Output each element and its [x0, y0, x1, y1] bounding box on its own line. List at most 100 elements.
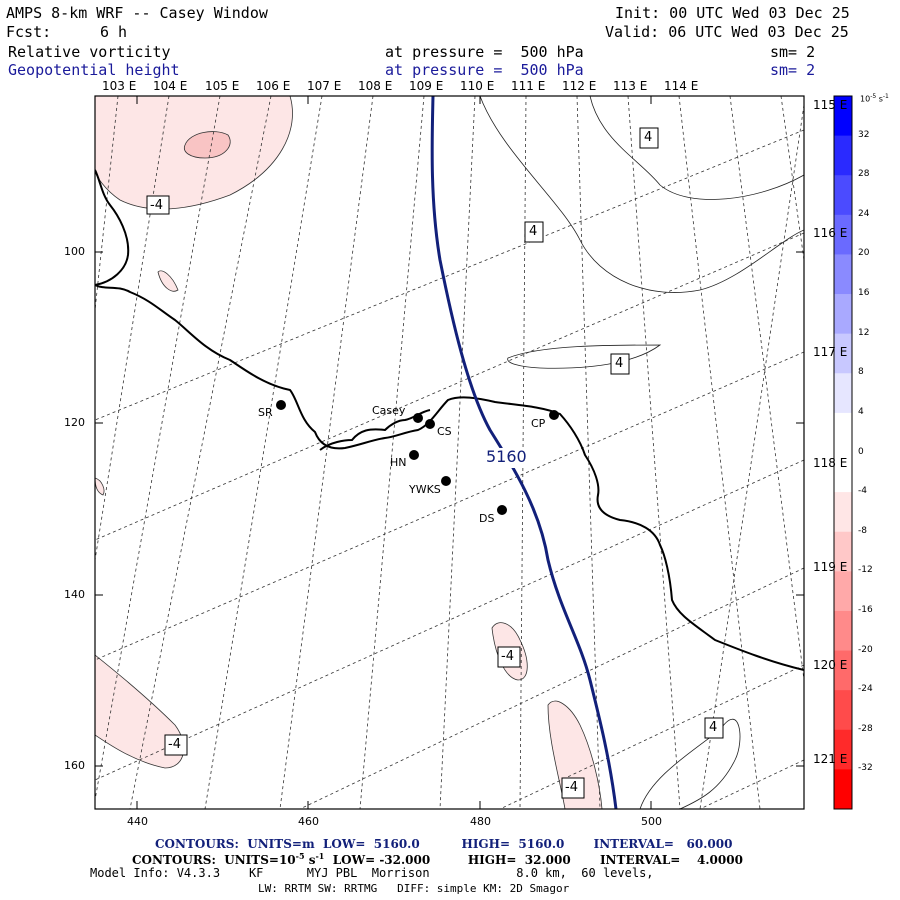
colorbar-swatch [834, 96, 852, 137]
top-longitude-label: 112 E [562, 79, 597, 93]
station-label-ds: DS [479, 512, 495, 525]
contour-label: -4 [168, 737, 181, 752]
x-tick-label: 460 [298, 815, 319, 828]
colorbar-swatch [834, 214, 852, 255]
field1-pressure: at pressure = 500 hPa [385, 43, 584, 61]
station-label-cs: CS [437, 425, 452, 438]
vorticity-area-small [157, 270, 179, 292]
latitude-grid [95, 104, 804, 809]
contour-label: 4 [709, 720, 718, 735]
top-longitude-label: 103 E [102, 79, 137, 93]
footer-geopotential: CONTOURS: UNITS=m LOW= 5160.0 HIGH= 5160… [155, 837, 733, 851]
colorbar-tick-label: 32 [858, 129, 870, 140]
colorbar-tick-label: -4 [858, 486, 867, 497]
station-dot-ds [497, 505, 507, 515]
field1-smoothing: sm= 2 [770, 43, 816, 61]
colorbar-swatch [834, 650, 852, 691]
right-longitude-label: 120 E [813, 658, 848, 672]
y-tick-label: 120 [64, 416, 85, 429]
chart-title: AMPS 8-km WRF -- Casey Window [6, 4, 268, 22]
station-label-ywks: YWKS [409, 483, 441, 496]
init-time: Init: 00 UTC Wed 03 Dec 25 [615, 4, 850, 22]
contour-label: 4 [529, 224, 538, 239]
top-longitude-label: 110 E [460, 79, 495, 93]
colorbar-swatch [834, 610, 852, 652]
colorbar-tick-label: 4 [858, 406, 864, 417]
colorbar-swatch [834, 175, 852, 216]
y-tick-label: 160 [64, 759, 85, 772]
geopotential-contour-5160 [430, 96, 618, 809]
colorbar-tick-label: 28 [858, 169, 870, 180]
station-label-sr: SR [258, 406, 273, 419]
top-longitude-label: 111 E [511, 79, 546, 93]
colorbar-tick-label: -24 [858, 684, 873, 695]
vorticity-contour-bottom-right [639, 719, 741, 809]
colorbar-tick-label: -12 [858, 565, 873, 576]
colorbar-swatch [834, 531, 852, 572]
right-longitude-label: 119 E [813, 560, 848, 574]
footer-physics: LW: RRTM SW: RRTMG DIFF: simple KM: 2D S… [258, 882, 570, 895]
station-label-casey: Casey [372, 404, 406, 417]
vorticity-area-edge [95, 477, 105, 496]
colorbar-tick-label: -28 [858, 723, 873, 734]
coastline-north [95, 169, 130, 286]
colorbar [833, 95, 853, 810]
colorbar-swatch [834, 333, 852, 374]
vorticity-core-top-left [183, 131, 231, 159]
station-dot-cp [549, 410, 559, 420]
top-longitude-label: 113 E [613, 79, 648, 93]
colorbar-tick-label: -8 [858, 525, 867, 536]
station-markers [276, 400, 559, 515]
right-longitude-label: 117 E [813, 345, 848, 359]
y-tick-label: 140 [64, 588, 85, 601]
height-label-bg [484, 448, 532, 468]
colorbar-swatch [834, 452, 852, 493]
x-tick-label: 440 [127, 815, 148, 828]
colorbar-tick-label: 24 [858, 208, 870, 219]
colorbar-swatch [834, 729, 852, 770]
colorbar-swatch [834, 294, 852, 335]
contour-label: 4 [615, 356, 624, 371]
colorbar-swatch [834, 571, 852, 612]
coastline-inlet [319, 409, 431, 451]
contour-label: -4 [150, 198, 163, 213]
colorbar-tick-label: 20 [858, 248, 870, 259]
colorbar-swatch [834, 373, 852, 414]
colorbar-swatch [834, 690, 852, 731]
station-dot-hn [409, 450, 419, 460]
field2-name: Geopotential height [8, 61, 180, 79]
top-longitude-label: 104 E [153, 79, 188, 93]
station-dot-cs [425, 419, 435, 429]
right-longitude-label: 118 E [813, 456, 848, 470]
colorbar-swatch [834, 412, 852, 453]
geopotential-label: 5160 [486, 447, 527, 466]
footer-model-info: Model Info: V4.3.3 KF MYJ PBL Morrison 8… [90, 866, 654, 880]
colorbar-swatch [834, 254, 852, 295]
colorbar-tick-label: -20 [858, 644, 873, 655]
colorbar-swatch [834, 769, 852, 810]
station-dot-ywks [441, 476, 451, 486]
right-longitude-label: 121 E [813, 752, 848, 766]
top-longitude-label: 106 E [256, 79, 291, 93]
colorbar-tick-label: 0 [858, 446, 864, 457]
top-longitude-label: 109 E [409, 79, 444, 93]
y-tick-label: 100 [64, 245, 85, 258]
station-dot-casey [413, 413, 423, 423]
field1-name: Relative vorticity [8, 43, 171, 61]
colorbar-tick-label: -32 [858, 763, 873, 774]
station-label-cp: CP [531, 417, 546, 430]
coastline-main [95, 284, 804, 671]
field2-pressure: at pressure = 500 hPa [385, 61, 584, 79]
top-longitude-label: 108 E [358, 79, 393, 93]
top-longitude-label: 114 E [664, 79, 699, 93]
colorbar-tick-label: -16 [858, 604, 873, 615]
contour-label-boxes [146, 127, 724, 799]
contour-label: -4 [501, 649, 514, 664]
x-tick-label: 480 [470, 815, 491, 828]
footer-vorticity: CONTOURS: UNITS=10-5 s-1 LOW= -32.000 HI… [132, 851, 743, 867]
x-tick-label: 500 [641, 815, 662, 828]
plot-frame [94, 95, 805, 810]
colorbar-swatch [834, 135, 852, 176]
valid-time: Valid: 06 UTC Wed 03 Dec 25 [605, 23, 849, 41]
